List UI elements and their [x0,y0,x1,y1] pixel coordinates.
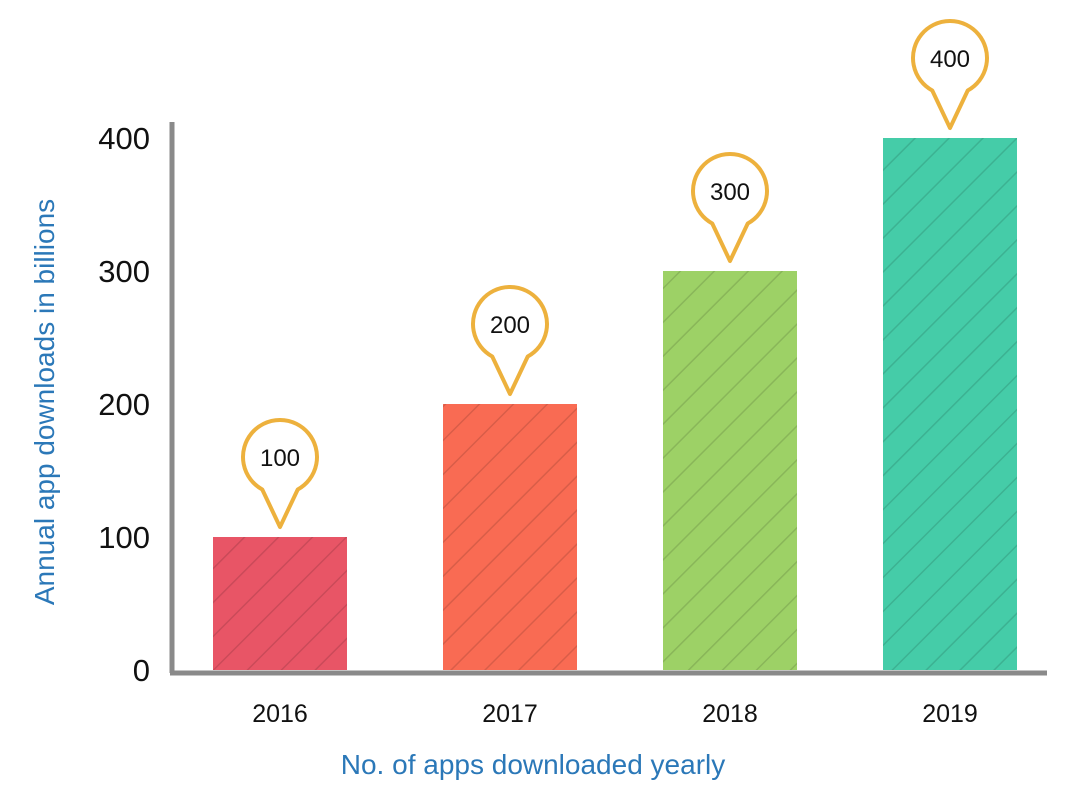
bar-hatch-2019 [883,138,1017,670]
data-label-2016: 100 [260,445,300,472]
x-tick-label-2016: 2016 [252,700,308,728]
data-label-2018: 300 [710,179,750,206]
data-label-2017: 200 [490,312,530,339]
data-callout-2016 [241,418,319,529]
y-axis-title: Annual app downloads in billions [29,199,60,605]
y-tick-label: 200 [98,387,150,422]
x-tick-label-2019: 2019 [922,700,978,728]
bar-hatch-2017 [443,404,577,670]
y-tick-label: 0 [133,653,150,688]
bar-hatch-2018 [663,271,797,670]
y-tick-label: 400 [98,121,150,156]
bar-hatch-2016 [213,537,347,670]
x-axis-title: No. of apps downloaded yearly [341,749,725,780]
data-callout-2019 [911,19,989,130]
data-callout-2017 [471,285,549,396]
x-tick-label-2018: 2018 [702,700,758,728]
y-tick-label: 100 [98,520,150,555]
x-tick-label-2017: 2017 [482,700,538,728]
data-label-2019: 400 [930,46,970,73]
y-tick-label: 300 [98,254,150,289]
data-callout-2018 [691,152,769,263]
